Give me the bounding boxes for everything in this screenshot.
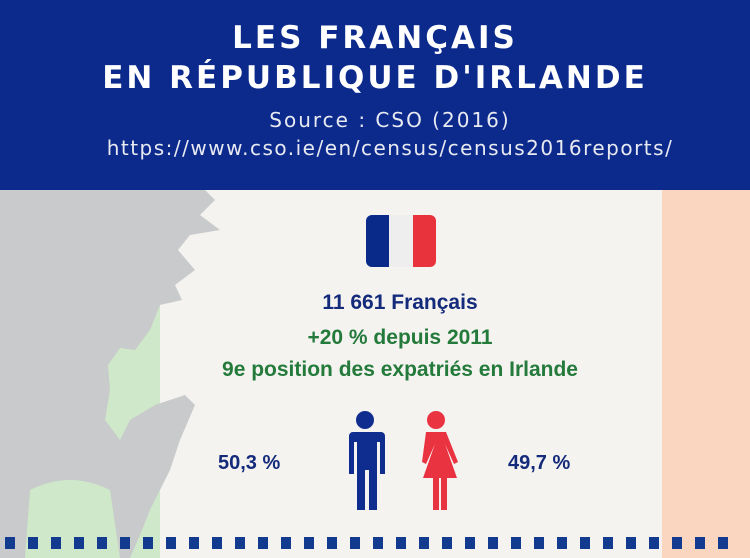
irish-flag-orange-band bbox=[662, 190, 750, 558]
dotted-divider bbox=[0, 537, 750, 549]
population-growth: +20 % depuis 2011 bbox=[307, 326, 493, 349]
ireland-map-silhouette bbox=[0, 190, 220, 558]
man-icon bbox=[349, 411, 385, 510]
female-percentage: 49,7 % bbox=[508, 452, 571, 474]
woman-icon bbox=[422, 411, 458, 510]
male-percentage: 50,3 % bbox=[218, 452, 281, 474]
french-population-count: 11 661 Français bbox=[322, 291, 478, 314]
header-banner: LES FRANÇAIS EN RÉPUBLIQUE D'IRLANDE Sou… bbox=[0, 0, 750, 190]
title-line-1: LES FRANÇAIS bbox=[232, 20, 518, 56]
source-text: Source : CSO (2016) bbox=[269, 108, 511, 132]
expat-rank: 9e position des expatriés en Irlande bbox=[222, 358, 578, 381]
french-flag-icon bbox=[366, 215, 436, 267]
title-line-2: EN RÉPUBLIQUE D'IRLANDE bbox=[102, 60, 648, 96]
source-url: https://www.cso.ie/en/census/census2016r… bbox=[106, 136, 674, 160]
